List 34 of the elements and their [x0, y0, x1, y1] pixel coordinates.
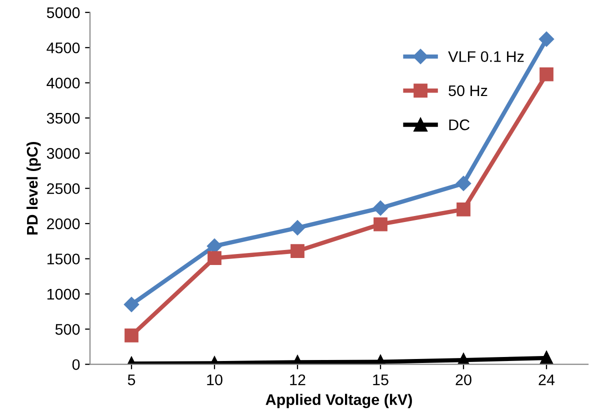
point: [124, 328, 138, 342]
point: [456, 176, 472, 192]
y-tick-label: 5000: [46, 7, 80, 18]
point: [290, 220, 306, 236]
x-tick-label: 24: [538, 374, 555, 386]
y-tick-label: 4000: [46, 78, 80, 88]
point: [124, 296, 140, 312]
point: [456, 202, 470, 216]
point: [290, 244, 304, 258]
x-tick-label: 10: [207, 374, 222, 386]
x-axis-title: Applied Voltage (kV): [266, 394, 412, 408]
y-tick-label: 3500: [46, 112, 80, 124]
point: [208, 251, 222, 265]
y-tick-label: 3000: [46, 148, 80, 159]
x-tick-label: 12: [290, 374, 306, 386]
x-tick-label: 5: [128, 374, 136, 386]
point: [374, 217, 388, 232]
y-axis-title: PD level (pC): [26, 142, 41, 234]
y-tick-label: 2000: [47, 218, 80, 230]
y-tick-label: 0: [72, 359, 80, 370]
y-tick-label: 500: [55, 324, 80, 335]
point: [372, 200, 388, 216]
point: [540, 351, 554, 364]
y-tick-label: 1500: [47, 254, 80, 264]
legend-label: 50 Hz: [448, 85, 488, 96]
x-tick-label: 20: [456, 374, 472, 386]
legend-label: VLF 0.1 Hz: [448, 51, 524, 62]
y-tick-label: 1000: [47, 288, 80, 300]
point: [540, 67, 554, 82]
y-tick-label: 4500: [46, 42, 80, 54]
y-tick-label: 2500: [47, 183, 80, 194]
point: [538, 32, 554, 47]
legend-label: DC: [449, 119, 470, 130]
x-tick-label: 15: [373, 374, 388, 386]
